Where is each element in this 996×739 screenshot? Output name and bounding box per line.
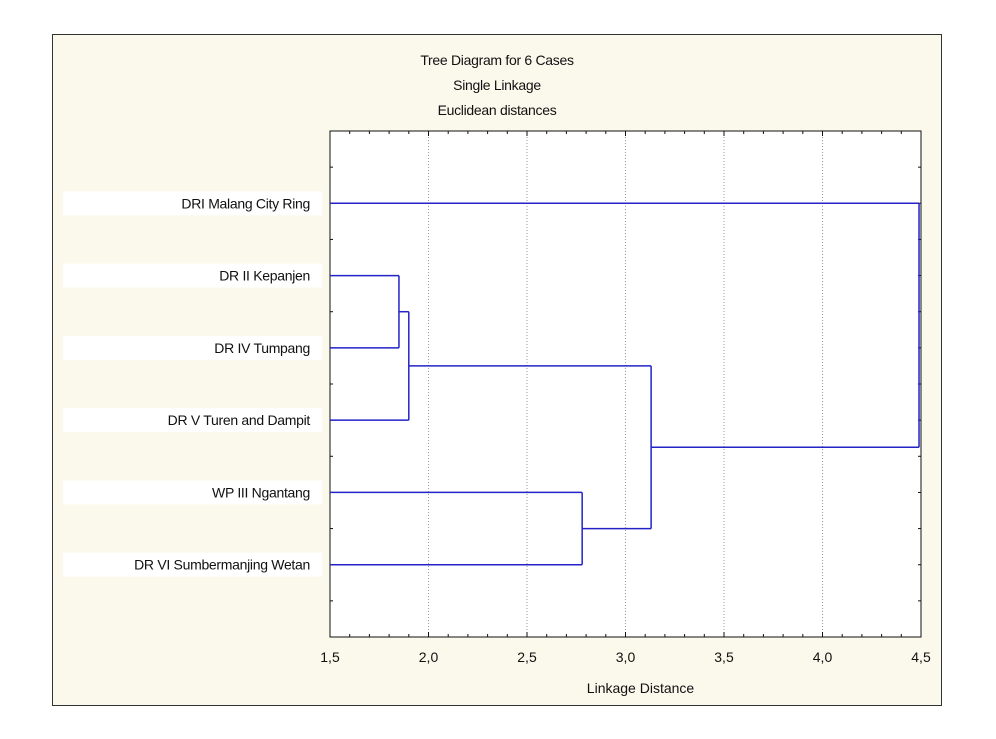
chart-subtitle-linkage: Single Linkage: [453, 77, 541, 93]
x-tick-label: 2,0: [419, 649, 439, 665]
dendrogram-chart: 1,5 2,0 2,5 3,0 3,5 4,0 4,5 Linkage Distance DRI…: [63, 130, 931, 696]
chart-subtitle-distance: Euclidean distances: [437, 102, 557, 118]
leaf-label: DRI Malang City Ring: [181, 195, 310, 211]
leaf-label: DR II Kepanjen: [219, 268, 310, 284]
leaf-label: DR VI Sumbermanjing Wetan: [134, 557, 310, 573]
x-tick-label: 2,5: [517, 649, 537, 665]
leaf-label-box: [63, 480, 322, 505]
x-tick-label: 4,0: [813, 649, 833, 665]
leaf-label-box: [63, 335, 322, 360]
leaf-label-box: [63, 408, 322, 433]
figure-panel: Tree Diagram for 6 Cases Single Linkage …: [52, 34, 942, 706]
chart-title: Tree Diagram for 6 Cases: [420, 52, 574, 68]
x-tick-label: 1,5: [320, 649, 340, 665]
x-tick-label: 4,5: [911, 649, 931, 665]
leaf-label-box: [63, 191, 322, 216]
x-tick-label: 3,0: [616, 649, 636, 665]
leaf-label-box: [63, 552, 322, 577]
leaf-label: DR V Turen and Dampit: [168, 412, 311, 428]
x-axis-label: Linkage Distance: [587, 680, 695, 696]
x-tick-label: 3,5: [714, 649, 734, 665]
leaf-label: WP III Ngantang: [212, 484, 310, 500]
leaf-label-box: [63, 263, 322, 288]
leaf-label: DR IV Tumpang: [214, 340, 310, 356]
